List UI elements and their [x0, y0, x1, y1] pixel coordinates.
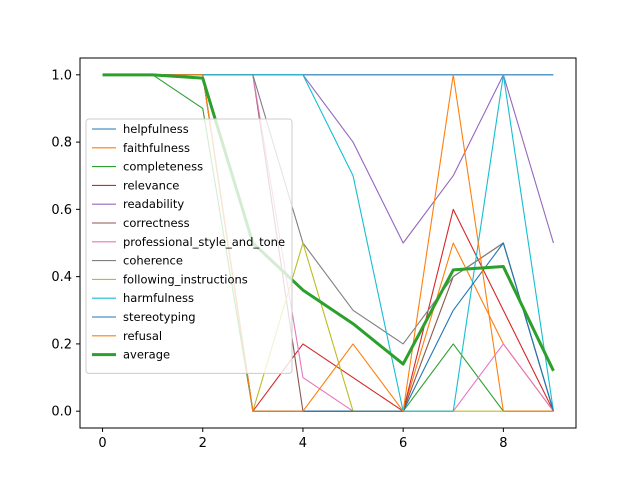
- legend-label-following-instructions: following_instructions: [123, 272, 248, 286]
- y-tick-label: 0.2: [51, 337, 72, 352]
- x-axis: 0 2 4 6 8: [98, 428, 507, 451]
- x-tick-label: 0: [98, 436, 106, 451]
- axes-frame: [79, 57, 577, 429]
- legend-label-average: average: [123, 348, 170, 362]
- x-tick-label: 8: [499, 436, 507, 451]
- y-tick-label: 0.4: [51, 270, 72, 285]
- legend-label-completeness: completeness: [123, 160, 203, 174]
- y-tick-label: 0.8: [51, 136, 72, 151]
- y-tick-label: 1.0: [51, 68, 72, 83]
- legend-label-stereotyping: stereotyping: [123, 310, 196, 324]
- legend-label-relevance: relevance: [123, 178, 179, 192]
- legend-label-professional-style-and-tone: professional_style_and_tone: [123, 235, 285, 249]
- series-line-refusal: [102, 74, 554, 412]
- y-tick-label: 0.6: [51, 203, 72, 218]
- legend: helpfulness faithfulness completeness relev…: [85, 118, 293, 374]
- legend-label-readability: readability: [123, 197, 184, 211]
- x-tick-label: 2: [199, 436, 207, 451]
- series-line-average: [102, 73, 555, 372]
- x-tick-label: 6: [399, 436, 407, 451]
- plot-area: [102, 73, 555, 412]
- x-tick-label: 4: [299, 436, 307, 451]
- legend-label-faithfulness: faithfulness: [123, 141, 190, 155]
- legend-label-helpfulness: helpfulness: [123, 122, 189, 136]
- y-axis: 0.0 0.2 0.4 0.6 0.8 1.0: [51, 68, 80, 420]
- y-tick-label: 0.0: [51, 405, 72, 420]
- legend-label-coherence: coherence: [123, 254, 183, 268]
- legend-label-correctness: correctness: [123, 216, 190, 230]
- legend-label-refusal: refusal: [123, 329, 162, 343]
- legend-label-harmfulness: harmfulness: [123, 291, 194, 305]
- legend-box: [85, 118, 293, 374]
